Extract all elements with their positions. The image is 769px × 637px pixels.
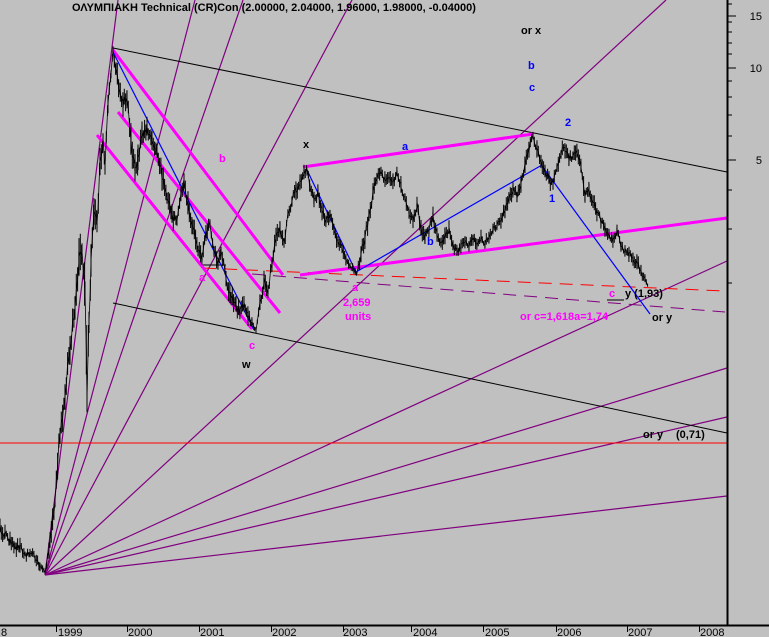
annotation-13-c: c xyxy=(249,340,255,352)
wave-peak-to-c-blue xyxy=(112,51,255,331)
price-series-bars xyxy=(0,46,649,574)
x-axis-label-2001: 2001 xyxy=(200,627,224,637)
x-axis-label-2003: 2003 xyxy=(343,627,367,637)
x-axis-label-2007: 2007 xyxy=(628,627,652,637)
down-channel-median-magenta xyxy=(116,111,282,314)
annotation-4-x: x xyxy=(303,139,310,151)
x-axis-label-8: 8 xyxy=(1,627,7,637)
annotation-0-or-x: or x xyxy=(521,25,542,37)
gann-fan-line-5 xyxy=(44,260,728,576)
annotation-8-b: b xyxy=(427,236,434,248)
gann-fan-line-6 xyxy=(44,367,728,576)
annotation-12-units: units xyxy=(345,311,371,323)
annotation-1-b: b xyxy=(528,60,535,72)
x-axis-label-2000: 2000 xyxy=(128,627,152,637)
up-channel-lower-magenta xyxy=(299,216,728,277)
annotation-16-c: c xyxy=(609,288,615,300)
wave-a-to-1-blue xyxy=(355,164,543,273)
annotation-10-a: a xyxy=(352,282,359,294)
up-channel-upper-magenta xyxy=(302,132,534,169)
annotation-6-b: b xyxy=(219,153,226,165)
y-axis-label-15: 15 xyxy=(750,11,762,23)
down-channel-upper-magenta xyxy=(111,49,285,276)
annotation-5-a: a xyxy=(402,141,409,153)
chart-title: ΟΛΥΜΠΙΑΚΗ Technical (CR)Con (2.00000, 2.… xyxy=(72,2,476,14)
annotation-20--0-71-: (0,71) xyxy=(676,429,705,441)
annotation-2-c: c xyxy=(529,82,535,94)
x-axis-label-2005: 2005 xyxy=(485,627,509,637)
annotation-18-or-y: or y xyxy=(652,312,673,324)
gann-fan-line-1 xyxy=(44,0,196,576)
x-axis-label-2002: 2002 xyxy=(272,627,296,637)
annotation-9-a: a xyxy=(199,272,206,284)
annotation-7-1: 1 xyxy=(549,193,555,205)
gann-fan-line-3 xyxy=(44,0,353,576)
down-channel-lower-magenta xyxy=(95,134,254,330)
wave-x-to-a-blue xyxy=(306,169,357,273)
wave-1-decline-blue xyxy=(541,165,651,315)
x-axis-label-2008: 2008 xyxy=(700,627,724,637)
dashed-purple-support xyxy=(251,273,726,313)
x-axis-label-1999: 1999 xyxy=(58,627,82,637)
trendline-lower-black xyxy=(112,302,728,434)
y-axis-label-5: 5 xyxy=(756,155,762,167)
dashed-red-support xyxy=(202,267,725,292)
gann-fan-line-8 xyxy=(44,495,728,576)
gann-fan-line-2 xyxy=(44,0,244,576)
annotation-19-or-y: or y xyxy=(643,429,664,441)
annotation-11-2-659: 2,659 xyxy=(343,297,371,309)
x-axis-label-2006: 2006 xyxy=(557,627,581,637)
annotation-3-2: 2 xyxy=(565,117,571,129)
y-axis-label-10: 10 xyxy=(750,63,762,75)
x-axis-label-2004: 2004 xyxy=(413,627,437,637)
annotation-17-y-1-93-: y (1,93) xyxy=(625,288,663,300)
trendline-upper-black xyxy=(112,47,728,173)
annotation-15-or-c-1-618a-1-74: or c=1,618a=1,74 xyxy=(520,311,609,323)
annotation-14-w: w xyxy=(241,359,251,371)
gann-fan-line-4 xyxy=(44,0,667,576)
